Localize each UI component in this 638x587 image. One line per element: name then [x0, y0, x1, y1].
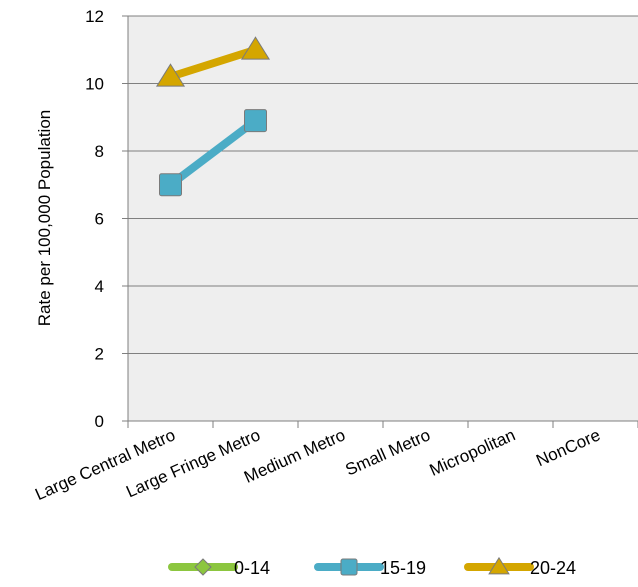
legend-item-15-19: 15-19 [314, 558, 426, 578]
y-axis-title: Rate per 100,000 Population [35, 110, 54, 326]
legend: 0-14 15-19 20-24 [168, 556, 576, 578]
series-20-24 [155, 36, 271, 87]
x-tick-label: NonCore [533, 425, 603, 470]
y-tick-label: 4 [95, 277, 104, 296]
y-tick-label: 8 [95, 142, 104, 161]
x-tick-label: Small Metro [343, 425, 434, 479]
legend-label: 0-14 [234, 558, 270, 578]
legend-label: 20-24 [530, 558, 576, 578]
y-tick-label: 6 [95, 210, 104, 229]
legend-item-0-14: 0-14 [168, 558, 270, 578]
data-point [155, 63, 186, 87]
legend-item-20-24: 20-24 [464, 556, 576, 578]
series-line [166, 45, 260, 81]
y-axis-ticks: 0 2 4 6 8 10 12 [85, 7, 128, 431]
series-line [166, 116, 260, 189]
series-15-19 [159, 109, 267, 197]
data-point [244, 109, 267, 133]
legend-marker [488, 556, 510, 575]
data-point [159, 173, 182, 197]
y-tick-label: 2 [95, 345, 104, 364]
data-point [240, 36, 271, 60]
y-tick-label: 12 [85, 7, 104, 26]
x-tick-label: Micropolitan [427, 425, 518, 480]
y-tick-label: 0 [95, 412, 104, 431]
legend-marker [194, 558, 212, 576]
series-layer [155, 36, 271, 197]
legend-marker [340, 558, 358, 576]
x-tick-label: Large Central Metro [32, 425, 178, 504]
y-tick-label: 10 [85, 75, 104, 94]
legend-label: 15-19 [380, 558, 426, 578]
